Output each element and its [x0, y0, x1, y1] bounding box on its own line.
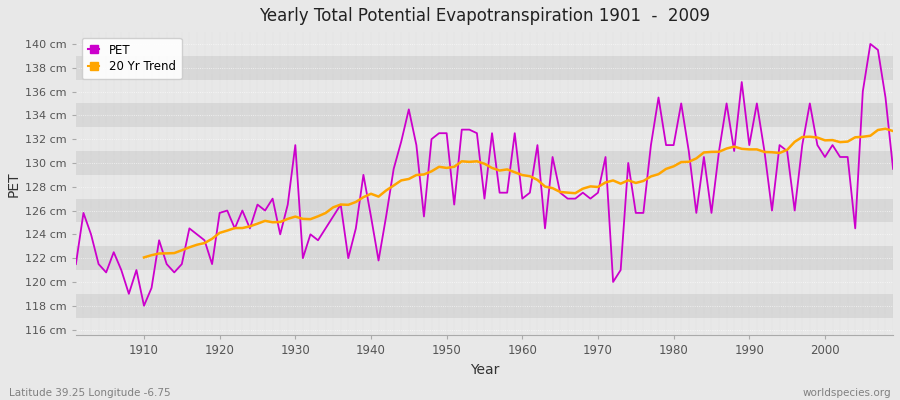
Bar: [76, 151, 893, 175]
Text: worldspecies.org: worldspecies.org: [803, 388, 891, 398]
Bar: [76, 32, 893, 56]
Bar: [76, 127, 893, 151]
PET: [70, 262, 81, 266]
Text: Latitude 39.25 Longitude -6.75: Latitude 39.25 Longitude -6.75: [9, 388, 171, 398]
PET: [525, 190, 535, 195]
PET: [517, 196, 527, 201]
20 Yr Trend: [139, 255, 149, 260]
20 Yr Trend: [525, 174, 535, 178]
Bar: [76, 246, 893, 270]
PET: [350, 226, 361, 231]
20 Yr Trend: [312, 214, 323, 219]
Bar: [76, 294, 893, 318]
Line: PET: PET: [76, 44, 893, 306]
Bar: [76, 199, 893, 222]
Bar: [76, 222, 893, 246]
PET: [887, 166, 898, 171]
20 Yr Trend: [585, 184, 596, 189]
Y-axis label: PET: PET: [7, 171, 21, 196]
20 Yr Trend: [880, 126, 891, 131]
20 Yr Trend: [887, 129, 898, 134]
Bar: [76, 104, 893, 127]
Bar: [76, 80, 893, 104]
Bar: [76, 318, 893, 342]
20 Yr Trend: [283, 216, 293, 221]
Bar: [76, 270, 893, 294]
PET: [139, 303, 149, 308]
PET: [131, 268, 142, 272]
Line: 20 Yr Trend: 20 Yr Trend: [144, 129, 893, 258]
PET: [305, 232, 316, 237]
20 Yr Trend: [850, 135, 860, 140]
PET: [616, 268, 626, 272]
20 Yr Trend: [827, 138, 838, 142]
PET: [865, 42, 876, 46]
Bar: [76, 175, 893, 199]
Title: Yearly Total Potential Evapotranspiration 1901  -  2009: Yearly Total Potential Evapotranspiratio…: [259, 7, 710, 25]
Bar: [76, 56, 893, 80]
X-axis label: Year: Year: [470, 363, 500, 377]
Legend: PET, 20 Yr Trend: PET, 20 Yr Trend: [82, 38, 182, 79]
